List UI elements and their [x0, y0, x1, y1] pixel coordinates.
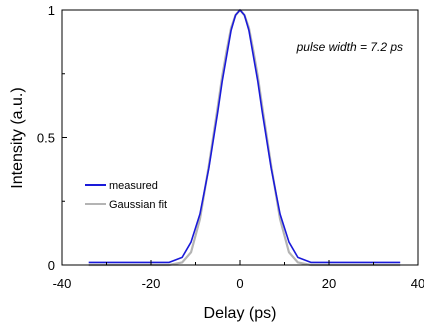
- x-tick-label: 20: [322, 276, 336, 291]
- x-tick-label: 0: [236, 276, 243, 291]
- y-axis-title: Intensity (a.u.): [9, 87, 26, 188]
- legend-label: Gaussian fit: [109, 199, 167, 211]
- annotation-pulse-width: pulse width = 7.2 ps: [296, 40, 403, 54]
- y-tick-label: 0: [48, 258, 55, 273]
- axes: -40 -20 0 20 40 0 0.5 1: [37, 3, 424, 291]
- y-tick-label: 0.5: [37, 131, 55, 146]
- x-tick-label: -20: [142, 276, 161, 291]
- x-tick-label: -40: [53, 276, 72, 291]
- x-axis-title: Delay (ps): [204, 305, 277, 322]
- legend: measured Gaussian fit: [85, 180, 167, 211]
- y-tick-label: 1: [48, 3, 55, 18]
- x-tick-label: 40: [411, 276, 424, 291]
- legend-label: measured: [109, 180, 158, 192]
